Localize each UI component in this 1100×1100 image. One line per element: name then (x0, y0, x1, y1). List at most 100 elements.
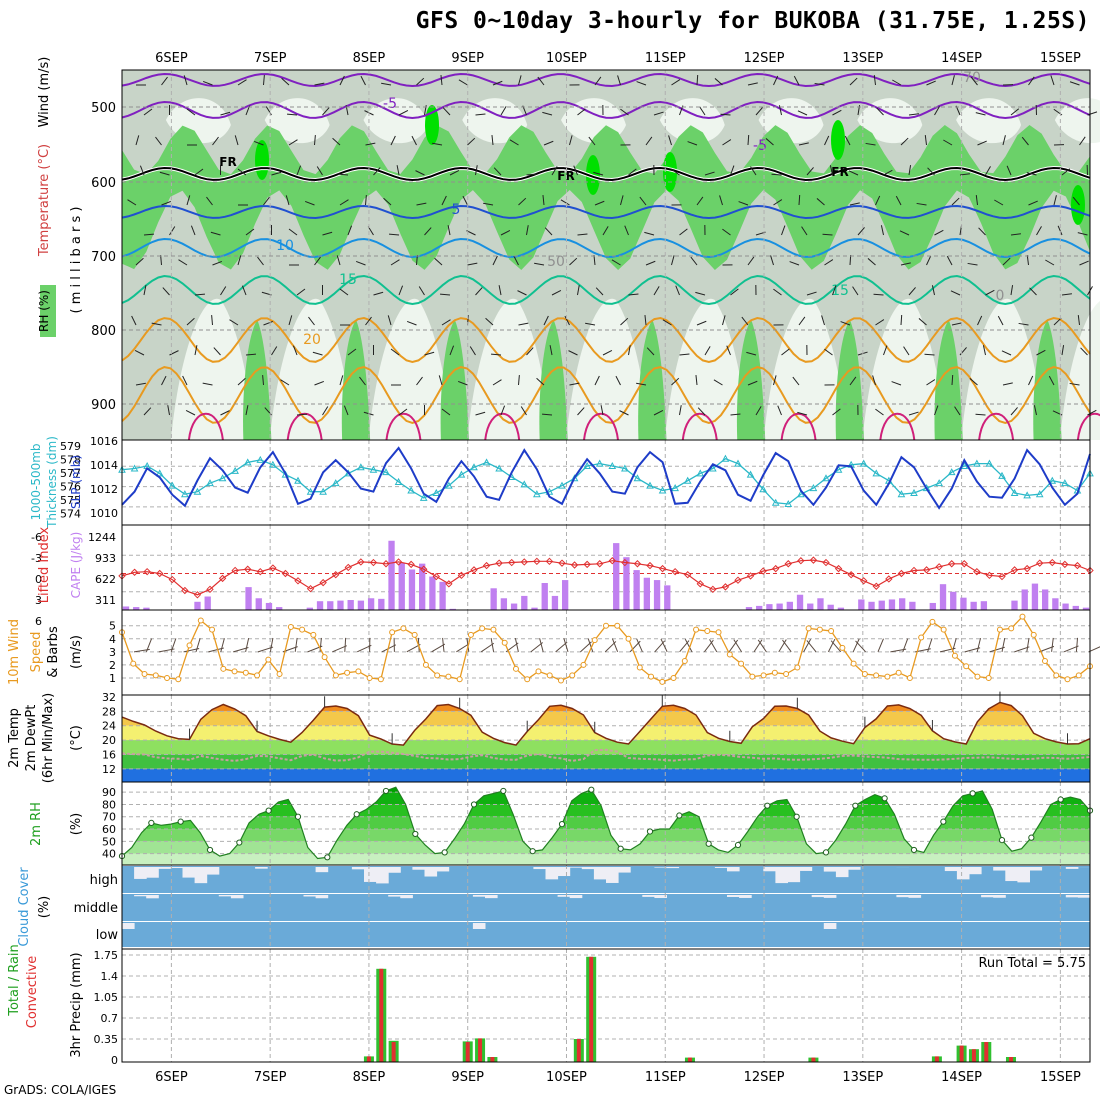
cape-bar (766, 604, 773, 610)
wind-barb (773, 288, 782, 296)
rh-legend-swatch (40, 285, 56, 337)
lifted-index-point (860, 577, 868, 585)
wind-barb (253, 140, 264, 146)
lifted-index-point (885, 575, 893, 583)
rh-point (324, 854, 331, 861)
wind-barb (1014, 646, 1030, 653)
thickness-point (822, 474, 830, 482)
axis-label: Temperature (°C) (37, 144, 52, 257)
thickness-point (1048, 476, 1057, 484)
thickness-point (181, 490, 189, 498)
cloud-gap (388, 867, 401, 873)
axis-label: 10m Wind (7, 619, 22, 685)
cape-bar (827, 604, 834, 610)
thickness-point (1035, 490, 1044, 498)
cloud-gap (981, 895, 994, 898)
wind-barb (440, 75, 443, 86)
wind-barb (542, 111, 553, 116)
wind-barb (645, 260, 656, 266)
slp-line (121, 446, 1091, 510)
y-tick-label: 80 (102, 798, 116, 811)
wind-barb (411, 135, 417, 146)
wind-barb (161, 76, 168, 86)
cloud-gap (606, 867, 619, 883)
wind-barb (668, 135, 672, 146)
temperature-band (122, 768, 1090, 782)
thickness-point (721, 454, 730, 462)
wind-barb (442, 107, 451, 116)
cloud-gap (956, 867, 970, 880)
wind-barb (644, 315, 647, 326)
wind-barb (467, 137, 476, 146)
wind-barb (873, 75, 876, 86)
cape-bar (133, 607, 140, 610)
cloud-gap (315, 867, 329, 873)
wind-barb (753, 639, 763, 653)
wind-barb (777, 405, 782, 416)
cloud-gap (569, 895, 583, 899)
wind-barb (770, 255, 774, 266)
rh-point (588, 786, 595, 793)
wind-barb (237, 377, 246, 386)
wind-barb (671, 377, 680, 386)
contour-label: 5 (452, 202, 461, 218)
wind-barb (628, 345, 631, 356)
date-label-top: 6SEP (155, 51, 188, 66)
wind-barb (1028, 76, 1035, 86)
wind-barb (213, 347, 221, 356)
wind-barb (714, 78, 723, 86)
wind-barb (569, 382, 580, 386)
wind-barb (220, 286, 227, 296)
wind-barb (849, 254, 852, 266)
y-tick-label: 5 (109, 620, 116, 633)
rh-point (910, 846, 918, 854)
lifted-index-point (608, 557, 616, 565)
wind-barb (480, 642, 495, 653)
thickness-point (859, 459, 868, 467)
wind-barb (697, 407, 706, 416)
cape-bar (1011, 600, 1018, 610)
wind-barb (314, 82, 325, 86)
y-tick-label: high (90, 873, 118, 888)
thickness-point (683, 476, 692, 484)
axis-label: Speed (29, 632, 44, 673)
wind-barb (875, 195, 881, 206)
wind-barb (750, 166, 757, 176)
y-tick-label: 1012 (90, 483, 118, 496)
rh-point (940, 818, 947, 825)
cloud-gap (1005, 867, 1018, 882)
precip-convective-bar (391, 1042, 396, 1062)
wind-barb (292, 345, 298, 356)
wind-barb (849, 77, 858, 86)
wind-barb (619, 410, 629, 416)
wind-barb (441, 195, 447, 206)
wind-barb (1077, 315, 1080, 326)
wind-barb (594, 76, 602, 86)
wind-barb (145, 638, 153, 653)
wind-barb (747, 82, 758, 86)
temperature-contour (385, 412, 422, 441)
cape-bar (970, 601, 977, 610)
cape-bar (337, 600, 344, 610)
rh-dry-area (1054, 98, 1100, 144)
wind-speed-point (771, 669, 778, 676)
date-label-bottom: 14SEP (941, 1070, 982, 1085)
thickness-point (520, 480, 529, 488)
wind-barb (959, 173, 970, 176)
lifted-index-point (181, 586, 189, 595)
wind-barb (365, 142, 376, 146)
cloud-gap (775, 867, 788, 884)
wind-barb (1087, 111, 1098, 116)
credit-text: GrADS: COLA/IGES (4, 1083, 117, 1097)
thickness-point (331, 479, 340, 487)
wind-speed-point (400, 625, 407, 632)
cloud-gap (727, 895, 740, 897)
lifted-index-point (872, 582, 880, 590)
wind-barb (406, 320, 417, 326)
lifted-index-point (545, 557, 554, 566)
date-label-bottom: 6SEP (155, 1070, 188, 1085)
wind-barb (365, 316, 372, 326)
lifted-index-point (520, 558, 528, 566)
cape-bar (306, 607, 313, 610)
precip-convective-bar (366, 1056, 371, 1062)
